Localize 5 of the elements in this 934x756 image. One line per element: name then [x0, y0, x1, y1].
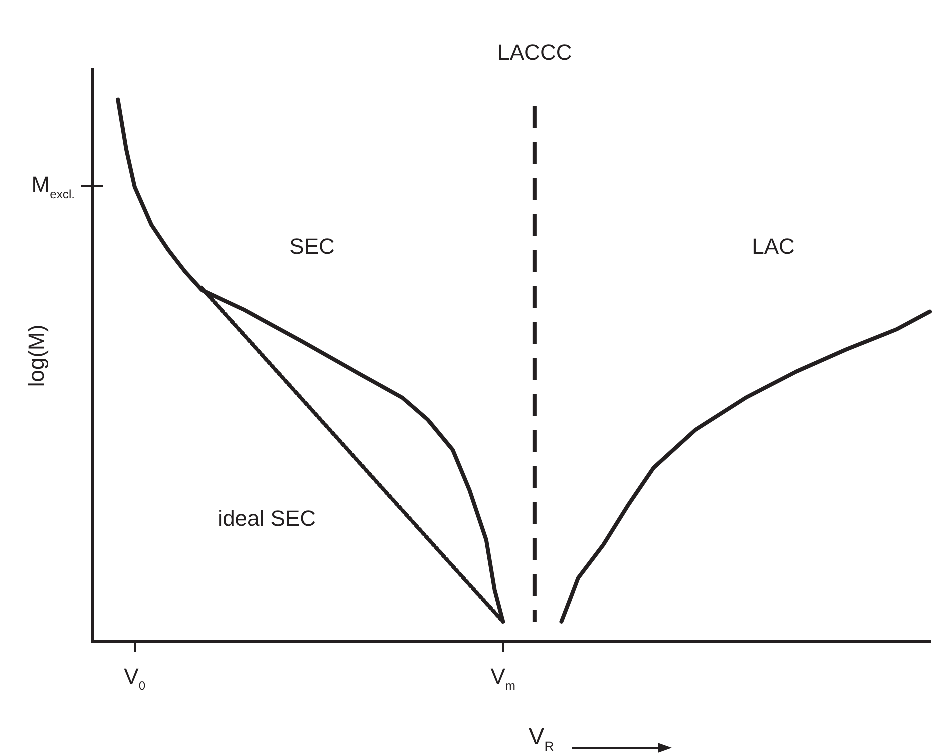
annotation: SEC	[290, 234, 336, 259]
y-axis-title: log(M)	[24, 324, 50, 388]
text: LACCC	[498, 40, 572, 66]
annotation: LAC	[752, 234, 795, 259]
annotation: ideal SEC	[218, 506, 316, 532]
